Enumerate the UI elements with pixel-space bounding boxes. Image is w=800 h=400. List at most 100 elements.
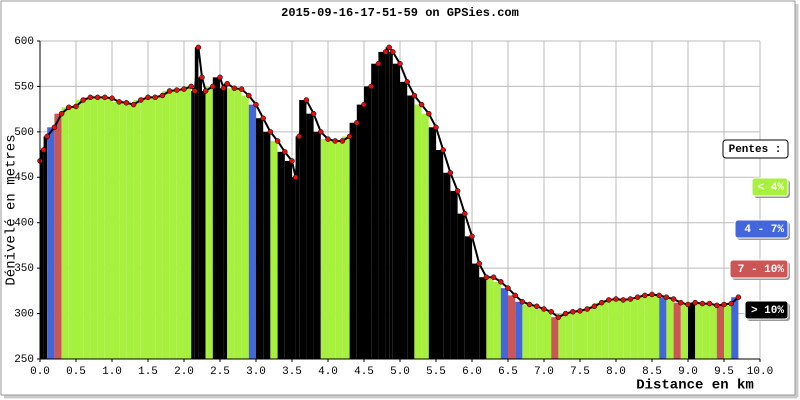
slope-bar (443, 172, 451, 359)
profile-point (192, 88, 198, 94)
profile-point (670, 296, 677, 302)
slope-bar (594, 302, 602, 359)
slope-bar (133, 100, 141, 360)
slope-bar (241, 95, 249, 359)
slope-bar (464, 236, 472, 359)
slope-bar (83, 97, 91, 360)
slope-bar (522, 304, 530, 359)
slope-bar (544, 311, 552, 359)
profile-point (685, 301, 691, 308)
profile-point (195, 44, 202, 51)
x-tick-label: 1.0 (102, 366, 122, 378)
profile-point (267, 129, 274, 135)
slope-bar (43, 136, 48, 359)
profile-point (534, 303, 540, 310)
slope-bar (731, 297, 739, 359)
profile-point (519, 299, 526, 305)
slope-bar (76, 100, 84, 360)
slope-bar (198, 77, 202, 359)
profile-point (476, 260, 482, 267)
profile-point (361, 101, 367, 108)
profile-point (123, 100, 130, 106)
slope-bar (472, 263, 480, 359)
profile-point (483, 274, 490, 280)
profile-point (274, 138, 281, 144)
legend-swatch (744, 300, 789, 320)
y-tick-label: 500 (14, 127, 34, 139)
x-tick-label: 5.5 (426, 366, 446, 378)
y-axis-label: Dénivelé en metres (4, 134, 20, 285)
slope-bar (97, 97, 105, 360)
profile-point (246, 92, 252, 99)
x-tick-label: 5.0 (390, 366, 410, 378)
x-tick-label: 3.0 (246, 366, 266, 378)
slope-bar (112, 101, 120, 360)
slope-bar (306, 113, 314, 359)
slope-bar (320, 139, 328, 359)
slope-bar (623, 299, 631, 359)
profile-point (404, 79, 410, 85)
slope-bar (479, 277, 487, 359)
legend-title: Pentes : (729, 144, 782, 156)
profile-point (87, 94, 94, 101)
slope-bar (248, 104, 256, 359)
profile-point (642, 292, 648, 299)
y-tick-label: 350 (14, 263, 34, 275)
profile-point (238, 86, 245, 92)
x-tick-label: 4.0 (318, 366, 338, 378)
profile-point (584, 306, 590, 312)
profile-point (706, 300, 713, 307)
profile-point (58, 110, 65, 117)
slope-bar (47, 127, 55, 359)
profile-point (159, 92, 166, 99)
slope-bar (421, 113, 429, 359)
profile-point (145, 94, 151, 101)
profile-point (512, 292, 518, 299)
profile-point (231, 85, 238, 91)
x-tick-label: 10.0 (747, 366, 773, 378)
profile-point (253, 101, 259, 108)
profile-point (40, 147, 47, 153)
slope-bar (295, 136, 300, 359)
slope-bar (284, 160, 292, 359)
slope-bar (191, 90, 195, 359)
profile-point (721, 301, 727, 308)
slope-bar (644, 294, 652, 359)
x-tick-label: 7.5 (570, 366, 590, 378)
slope-bar (565, 311, 573, 359)
slope-bar (227, 88, 235, 359)
slope-bar (673, 302, 681, 359)
profile-point (678, 299, 684, 306)
slope-bar (220, 88, 224, 359)
profile-point (555, 314, 562, 320)
profile-point (310, 110, 317, 117)
profile-point (663, 294, 670, 300)
slope-bar (385, 47, 390, 360)
x-tick-label: 4.5 (354, 366, 374, 378)
slope-bar (515, 301, 523, 359)
profile-point (728, 300, 734, 307)
slope-bar (580, 309, 588, 359)
profile-point (649, 291, 655, 298)
slope-bar (508, 295, 516, 359)
profile-point (73, 103, 79, 110)
y-tick-label: 550 (14, 81, 34, 93)
profile-point (224, 80, 230, 87)
x-tick-label: 1.5 (138, 366, 158, 378)
profile-point (44, 133, 50, 140)
profile-point (386, 44, 392, 51)
x-tick-label: 2.0 (174, 366, 194, 378)
profile-point (390, 49, 396, 55)
slope-bar (414, 104, 422, 359)
profile-point (634, 294, 641, 300)
profile-point (109, 95, 115, 101)
profile-point (469, 233, 475, 240)
profile-point (318, 129, 324, 135)
profile-point (332, 138, 338, 144)
profile-point (292, 174, 299, 181)
slope-bar (680, 304, 688, 359)
profile-point (80, 97, 86, 103)
slope-bar (202, 90, 206, 359)
